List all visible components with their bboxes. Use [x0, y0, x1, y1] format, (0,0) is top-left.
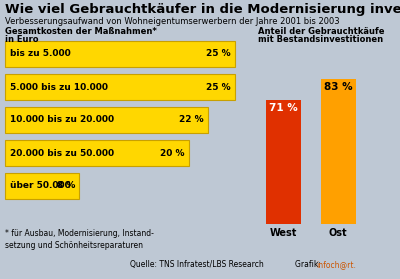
Text: Gesamtkosten der Maßnahmen*: Gesamtkosten der Maßnahmen* — [5, 27, 157, 36]
Text: Wie viel Gebrauchtkäufer in die Modernisierung investieren: Wie viel Gebrauchtkäufer in die Modernis… — [5, 3, 400, 16]
Text: 20 %: 20 % — [160, 148, 185, 158]
Text: 20.000 bis zu 50.000: 20.000 bis zu 50.000 — [10, 148, 114, 158]
Text: über 50.000: über 50.000 — [10, 182, 71, 191]
Text: Quelle: TNS Infratest/LBS Research: Quelle: TNS Infratest/LBS Research — [130, 260, 264, 269]
Text: in Euro: in Euro — [5, 35, 38, 44]
Bar — [5, 74, 235, 100]
Text: Grafik:: Grafik: — [295, 260, 323, 269]
Text: mit Bestandsinvestitionen: mit Bestandsinvestitionen — [258, 35, 383, 44]
Bar — [266, 100, 300, 224]
Text: 83 %: 83 % — [324, 82, 352, 92]
Bar — [320, 79, 356, 224]
Text: 25 %: 25 % — [206, 83, 231, 92]
Text: Verbesserungsaufwand von Wohneigentumserwerbern der Jahre 2001 bis 2003: Verbesserungsaufwand von Wohneigentumser… — [5, 17, 340, 26]
Text: infoch@rt.: infoch@rt. — [316, 260, 356, 269]
Text: * für Ausbau, Modernisierung, Instand-
setzung und Schönheitsreparaturen: * für Ausbau, Modernisierung, Instand- s… — [5, 229, 154, 250]
Text: 22 %: 22 % — [179, 116, 204, 124]
Text: Anteil der Gebrauchtkäufe: Anteil der Gebrauchtkäufe — [258, 27, 384, 36]
Bar — [5, 173, 79, 199]
Text: 8 %: 8 % — [57, 182, 75, 191]
Bar — [5, 41, 235, 67]
Text: West: West — [269, 228, 297, 238]
Text: 25 %: 25 % — [206, 49, 231, 59]
Text: 5.000 bis zu 10.000: 5.000 bis zu 10.000 — [10, 83, 108, 92]
Text: 71 %: 71 % — [269, 103, 297, 113]
Bar — [5, 107, 208, 133]
Text: bis zu 5.000: bis zu 5.000 — [10, 49, 71, 59]
Text: 10.000 bis zu 20.000: 10.000 bis zu 20.000 — [10, 116, 114, 124]
Text: Ost: Ost — [329, 228, 347, 238]
Bar — [5, 140, 189, 166]
